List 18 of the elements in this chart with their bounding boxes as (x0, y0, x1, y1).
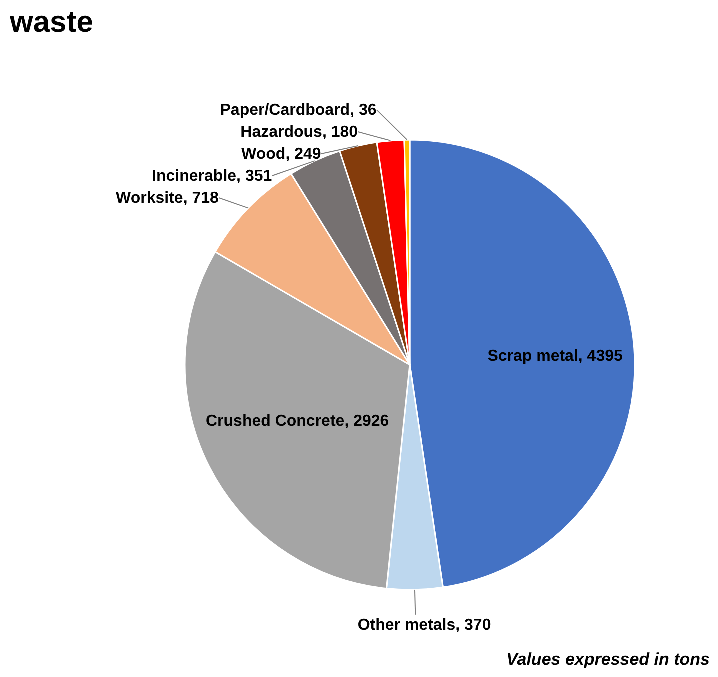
data-label: , 2926 (344, 413, 390, 430)
text: Values expressed in tons (506, 650, 710, 669)
data-label: , 370 (456, 616, 492, 634)
slice-label: Worksite (116, 190, 184, 208)
data-label: , 180 (322, 124, 358, 142)
data-label: , 4395 (578, 348, 623, 365)
data-label: , 249 (286, 146, 322, 164)
data-label: , 36 (350, 102, 377, 120)
slice-label: Paper/Cardboard (220, 102, 350, 120)
data-label: , 718 (183, 190, 220, 208)
slice-label: Incinerable (152, 168, 237, 186)
slice-label: Other metals (358, 616, 456, 634)
slice-label: Crushed Concrete (206, 413, 345, 430)
slice-label: Hazardous (240, 124, 323, 142)
slice-label: Wood (242, 146, 286, 164)
chart-title: waste (9, 6, 94, 39)
data-label: , 351 (236, 168, 272, 186)
slice-label: Scrap metal (488, 348, 578, 365)
